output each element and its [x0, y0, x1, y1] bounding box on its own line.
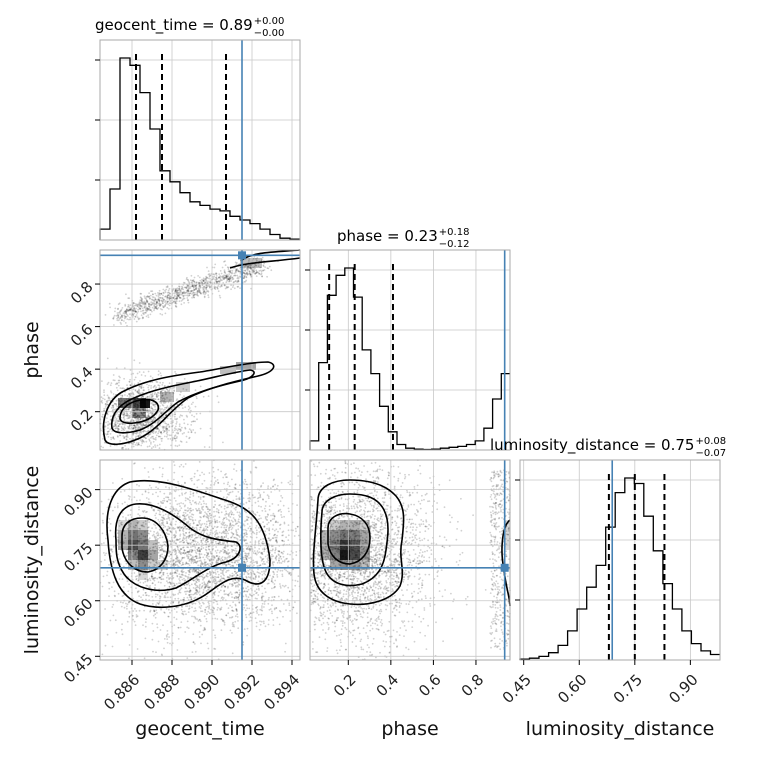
title-text-phase: phase = 0.23	[337, 227, 438, 245]
histogram-luminosity_distance	[519, 477, 720, 660]
x-tick-label-geocent_time: 0.888	[140, 671, 183, 714]
y-tick-label-luminosity_distance: 0.75	[60, 539, 96, 575]
x-tick-label-luminosity_distance: 0.60	[554, 671, 590, 707]
title-plus-phase: +0.18	[439, 227, 470, 238]
panel-frame-0-1	[99, 249, 301, 451]
contour-lumi-phase-inner	[327, 512, 371, 565]
title-text-luminosity_distance: luminosity_distance = 0.75	[490, 436, 694, 455]
grid-0-1	[100, 250, 300, 450]
x-tick-label-geocent_time: 0.892	[220, 671, 263, 714]
truth-marker-phase-luminosity_distance	[500, 563, 509, 572]
y-tick-label-luminosity_distance: 0.90	[60, 483, 96, 519]
title-minus-geocent_time: −0.00	[254, 28, 285, 39]
truth-marker-geocent_time-phase	[238, 251, 246, 260]
truth-marker-geocent_time-luminosity_distance	[238, 563, 246, 572]
contour-lumi-geocent-outer	[106, 480, 271, 609]
title-plus-geocent_time: +0.00	[254, 16, 285, 27]
histogram-phase	[309, 267, 510, 451]
title-plus-luminosity_distance: +0.08	[695, 436, 726, 447]
density-layer	[99, 254, 511, 661]
x-axis-label-phase: phase	[381, 718, 438, 740]
x-tick-label-geocent_time: 0.886	[100, 671, 143, 714]
grid-1-1	[347, 250, 477, 450]
x-tick-label-geocent_time: 0.890	[180, 671, 223, 714]
y-axis-label-luminosity_distance: luminosity_distance	[21, 466, 43, 655]
x-tick-label-phase: 0.4	[373, 671, 403, 701]
grid-0-0	[131, 40, 293, 240]
panel-frame-0-2	[99, 459, 301, 661]
title-phase: phase = 0.23 +0.18−0.12	[337, 227, 469, 250]
x-tick-label-phase: 0.6	[415, 671, 445, 701]
y-tick-label-luminosity_distance: 0.45	[60, 650, 96, 686]
y-tick-label-luminosity_distance: 0.60	[60, 595, 96, 631]
title-text-geocent_time: geocent_time = 0.89	[95, 16, 253, 35]
histogram-geocent_time	[99, 57, 300, 240]
x-tick-label-phase: 0.8	[458, 671, 488, 701]
panel-frame-2-2	[519, 459, 721, 661]
y-tick-label-phase: 0.6	[67, 320, 97, 350]
y-tick-label-phase: 0.2	[67, 406, 97, 436]
title-minus-phase: −0.12	[439, 239, 470, 250]
contour-lumi-phase-mid	[320, 493, 389, 587]
title-minus-luminosity_distance: −0.07	[695, 448, 726, 459]
frame-layer	[95, 39, 721, 665]
x-tick-label-luminosity_distance: 0.45	[499, 671, 535, 707]
contour-phase-geocent-mid	[110, 369, 255, 434]
y-tick-label-phase: 0.8	[67, 278, 97, 308]
contour-phase-geocent-outer	[102, 361, 275, 446]
contour-lumi-geocent-mid	[114, 503, 241, 592]
panel-frame-1-2	[309, 459, 511, 661]
title-luminosity_distance: luminosity_distance = 0.75 +0.08−0.07	[490, 436, 726, 459]
x-tick-label-phase: 0.2	[330, 671, 360, 701]
x-tick-label-geocent_time: 0.894	[260, 671, 303, 714]
x-axis-label-luminosity_distance: luminosity_distance	[526, 718, 715, 740]
y-axis-label-phase: phase	[21, 321, 43, 378]
title-geocent_time: geocent_time = 0.89 +0.00−0.00	[95, 16, 284, 39]
y-tick-label-phase: 0.4	[67, 363, 97, 393]
x-axis-label-geocent_time: geocent_time	[135, 718, 264, 740]
contour-phase-geocent-inner	[119, 398, 160, 425]
content-layer	[99, 40, 720, 660]
panel-frame-1-1	[309, 249, 511, 451]
panel-frame-0-0	[99, 39, 301, 241]
x-tick-label-luminosity_distance: 0.75	[610, 671, 646, 707]
x-tick-label-luminosity_distance: 0.90	[665, 671, 701, 707]
grid-layer	[100, 40, 720, 660]
